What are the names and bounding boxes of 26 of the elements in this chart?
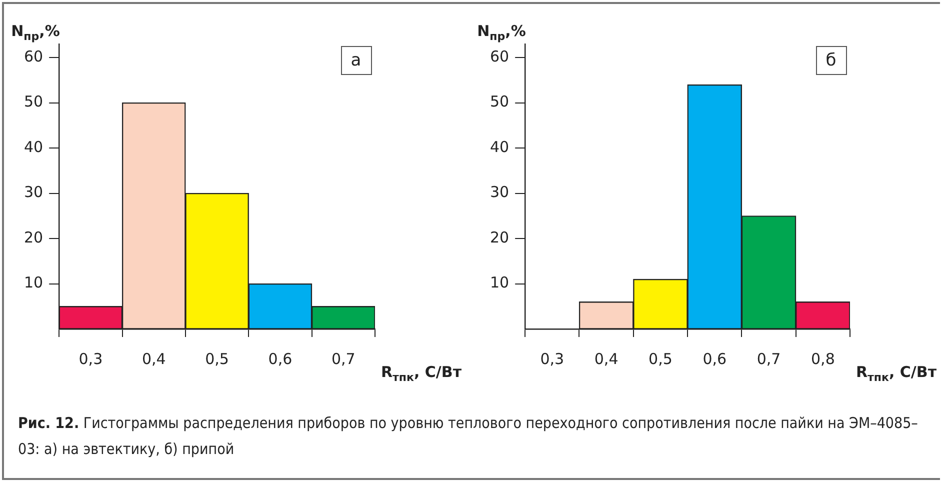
x-tick-label: 0,4 <box>594 350 618 368</box>
y-tick-label: 40 <box>24 138 44 156</box>
chart-title: а <box>350 50 362 70</box>
x-tick-label: 0,6 <box>702 350 727 368</box>
x-tick-label: 0,3 <box>78 350 103 368</box>
y-tick-label: 60 <box>24 47 44 66</box>
x-tick-label: 0,5 <box>648 350 672 368</box>
y-tick-label: 10 <box>24 274 44 292</box>
y-tick-label: 20 <box>490 228 510 246</box>
x-tick-label: 0,3 <box>540 350 564 368</box>
x-tick-label: 0,5 <box>205 350 229 368</box>
x-tick-label: 0,7 <box>756 350 781 368</box>
x-tick-label: 0,4 <box>142 350 166 368</box>
y-tick-label: 60 <box>490 47 510 66</box>
x-tick-label: 0,8 <box>810 350 835 368</box>
y-tick-label: 50 <box>490 92 510 111</box>
y-tick-label: 20 <box>24 228 44 246</box>
x-tick-label: 0,7 <box>331 350 356 368</box>
y-tick-label: 30 <box>490 183 510 202</box>
chart-title: б <box>826 50 836 70</box>
y-tick-label: 40 <box>490 138 510 156</box>
x-tick-label: 0,6 <box>268 350 292 368</box>
y-tick-label: 50 <box>24 92 44 111</box>
text: Рис. 12. Гистограммы распределения приборов по уровню теплового переходного сопротивления после пайки на ЭМ–4085–03: а) на эвтектику, б) припой <box>18 413 918 460</box>
y-tick-label: 10 <box>490 274 510 292</box>
y-tick-label: 30 <box>24 183 44 202</box>
